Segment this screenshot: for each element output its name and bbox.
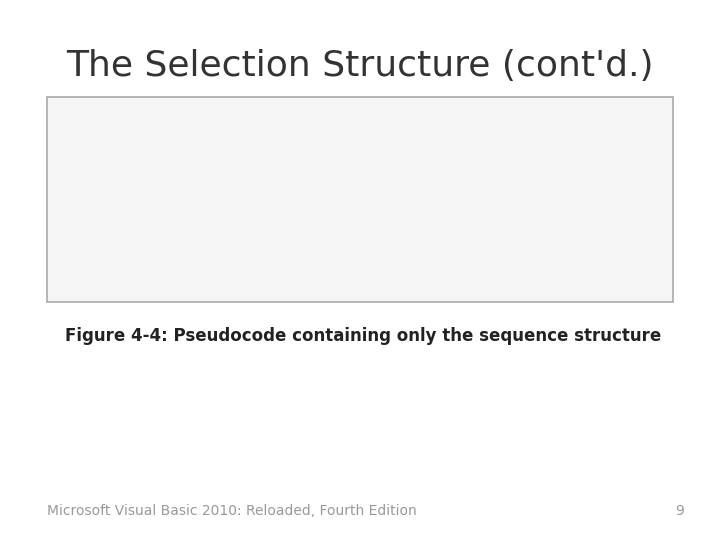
Text: 1.   store user input (price and quantity purchased) in variables: 1. store user input (price and quantity …	[60, 164, 546, 179]
Text: 2.   total owed = price * quantity purchased: 2. total owed = price * quantity purchas…	[60, 197, 397, 212]
Text: 3.   display total owed in totalLabel: 3. display total owed in totalLabel	[60, 231, 329, 246]
Text: The Selection Structure (cont'd.): The Selection Structure (cont'd.)	[66, 49, 654, 83]
Text: calcButton Click event procedure: calcButton Click event procedure	[60, 127, 314, 142]
Text: Microsoft Visual Basic 2010: Reloaded, Fourth Edition: Microsoft Visual Basic 2010: Reloaded, F…	[47, 504, 417, 518]
Text: Figure 4-4: Pseudocode containing only the sequence structure: Figure 4-4: Pseudocode containing only t…	[65, 327, 661, 345]
Text: 9: 9	[675, 504, 684, 518]
